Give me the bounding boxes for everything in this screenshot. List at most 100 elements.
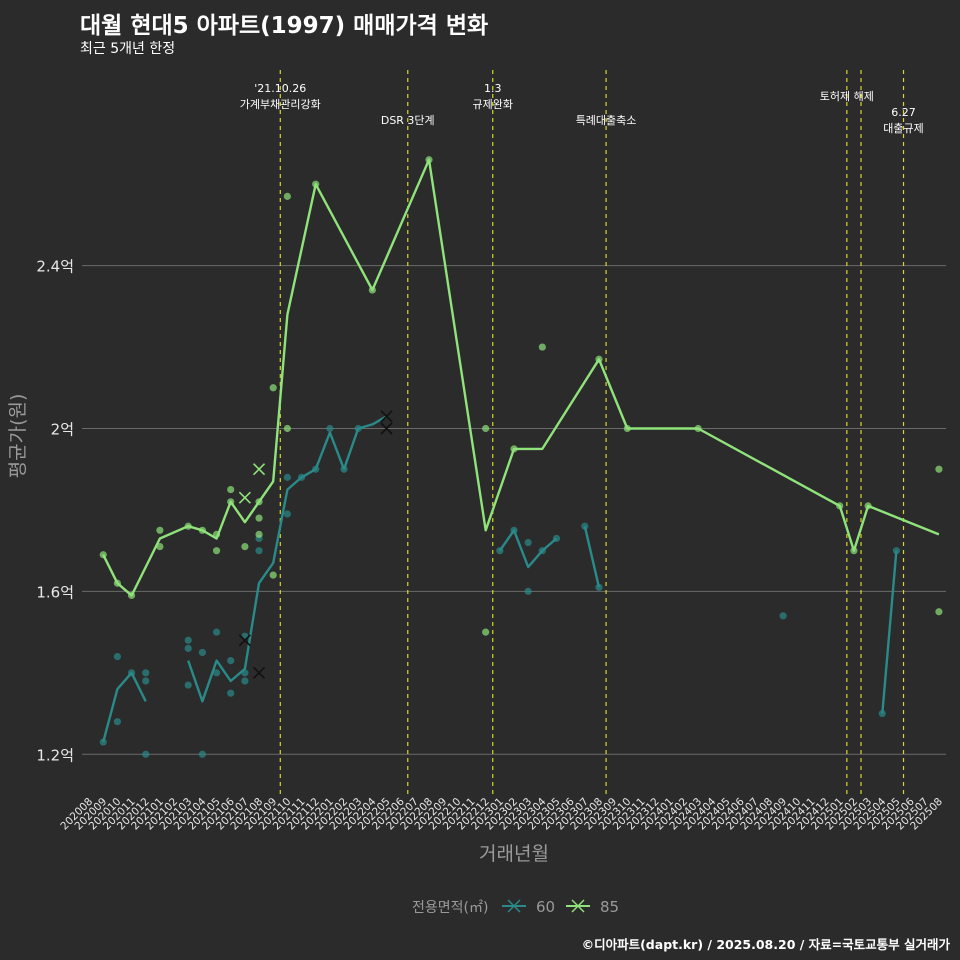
- data-point-85: [269, 384, 277, 392]
- data-point-60: [184, 636, 192, 644]
- event-label: 규제완화: [473, 98, 513, 111]
- data-point-85: [538, 343, 546, 351]
- data-point-85: [510, 445, 518, 453]
- data-point-60: [142, 677, 150, 685]
- data-point-85: [595, 355, 603, 363]
- event-label: 가계부채관리강화: [240, 98, 321, 111]
- data-point-60: [241, 677, 249, 685]
- series-line-60: [881, 550, 898, 714]
- cross-point-85: [252, 463, 266, 476]
- event-label: 토허제 해제: [820, 89, 874, 103]
- data-point-85: [864, 502, 872, 510]
- data-point-85: [156, 526, 164, 534]
- data-point-60: [142, 750, 150, 758]
- legend-label-85: 85: [600, 898, 619, 916]
- data-point-60: [142, 669, 150, 677]
- data-point-60: [283, 510, 291, 518]
- event-label: 특례대출축소: [576, 114, 637, 127]
- data-point-85: [184, 522, 192, 530]
- cross-point-60: [238, 634, 251, 647]
- event-label: 1.3: [484, 82, 502, 95]
- data-point-85: [198, 526, 206, 534]
- event-label: 6.27: [891, 106, 916, 119]
- data-point-85: [255, 530, 263, 538]
- x-axis-label: 거래년월: [479, 843, 549, 865]
- data-point-85: [482, 424, 490, 433]
- data-point-85: [623, 424, 631, 433]
- data-point-60: [99, 738, 107, 746]
- cross-point-60: [380, 422, 393, 435]
- y-axis-label: 평균가(원): [7, 394, 29, 479]
- data-point-85: [127, 591, 136, 600]
- data-point-85: [312, 180, 320, 188]
- data-point-60: [581, 522, 589, 530]
- data-point-60: [538, 547, 546, 555]
- event-label: DSR 3단계: [381, 114, 435, 127]
- data-point-60: [227, 689, 235, 697]
- source-caption: ©디아파트(dapt.kr) / 2025.08.20 / 자료=국토교통부 실…: [581, 937, 950, 952]
- data-point-60: [552, 534, 561, 543]
- event-label: '21.10.26: [254, 82, 306, 95]
- data-point-85: [935, 465, 943, 473]
- data-point-60: [212, 628, 221, 636]
- series-line-60: [498, 529, 558, 569]
- data-point-60: [127, 669, 136, 677]
- data-point-85: [227, 498, 235, 506]
- data-point-85: [113, 579, 122, 587]
- data-point-60: [312, 465, 320, 473]
- data-point-60: [241, 669, 249, 677]
- cross-point-85: [238, 491, 251, 504]
- series-line-85: [102, 158, 940, 597]
- data-point-85: [212, 547, 221, 555]
- y-tick-label: 2억: [51, 421, 74, 439]
- data-point-85: [694, 424, 702, 433]
- data-point-60: [113, 652, 122, 661]
- data-point-60: [892, 547, 901, 555]
- data-point-60: [198, 750, 206, 758]
- legend: 전용면적(㎡) 60 85: [412, 898, 619, 916]
- data-point-60: [595, 583, 603, 591]
- legend-marker-60: [507, 899, 521, 913]
- data-point-85: [227, 485, 235, 494]
- x-axis: 2020082020092020102020112020122021012021…: [58, 795, 945, 832]
- data-point-60: [496, 547, 504, 555]
- series-points: [99, 156, 943, 758]
- y-tick-label: 1.2억: [36, 746, 74, 764]
- data-point-85: [212, 530, 221, 538]
- y-axis: 1.2억 1.6억 2억 2.4억: [36, 258, 74, 765]
- series-lines: [102, 158, 940, 743]
- data-point-85: [836, 502, 844, 510]
- data-point-60: [340, 465, 348, 473]
- data-point-85: [156, 542, 164, 551]
- data-point-60: [255, 547, 263, 555]
- data-point-60: [212, 669, 221, 677]
- data-point-85: [283, 424, 291, 433]
- y-tick-label: 1.6억: [36, 583, 74, 601]
- data-point-60: [184, 644, 192, 653]
- y-tick-label: 2.4억: [36, 258, 74, 276]
- data-point-85: [850, 547, 858, 555]
- data-point-60: [184, 681, 192, 689]
- legend-label-60: 60: [536, 898, 555, 916]
- data-point-60: [779, 612, 787, 620]
- data-point-60: [354, 424, 362, 433]
- data-point-85: [269, 571, 277, 579]
- series-line-60: [187, 415, 388, 703]
- data-point-60: [227, 657, 235, 665]
- chart-title: 대월 현대5 아파트(1997) 매매가격 변화: [80, 13, 489, 39]
- chart-subtitle: 최근 5개년 한정: [80, 41, 176, 57]
- series-line-60: [102, 671, 147, 743]
- grid-lines: [82, 265, 946, 755]
- data-point-60: [283, 473, 291, 481]
- cross-point-60: [380, 410, 393, 423]
- legend-marker-85: [571, 899, 585, 913]
- data-point-60: [524, 587, 532, 595]
- data-point-85: [425, 156, 433, 164]
- data-point-85: [283, 192, 291, 200]
- legend-title: 전용면적(㎡): [412, 900, 488, 916]
- data-point-85: [99, 551, 107, 559]
- data-point-60: [524, 538, 532, 547]
- data-point-60: [198, 648, 206, 657]
